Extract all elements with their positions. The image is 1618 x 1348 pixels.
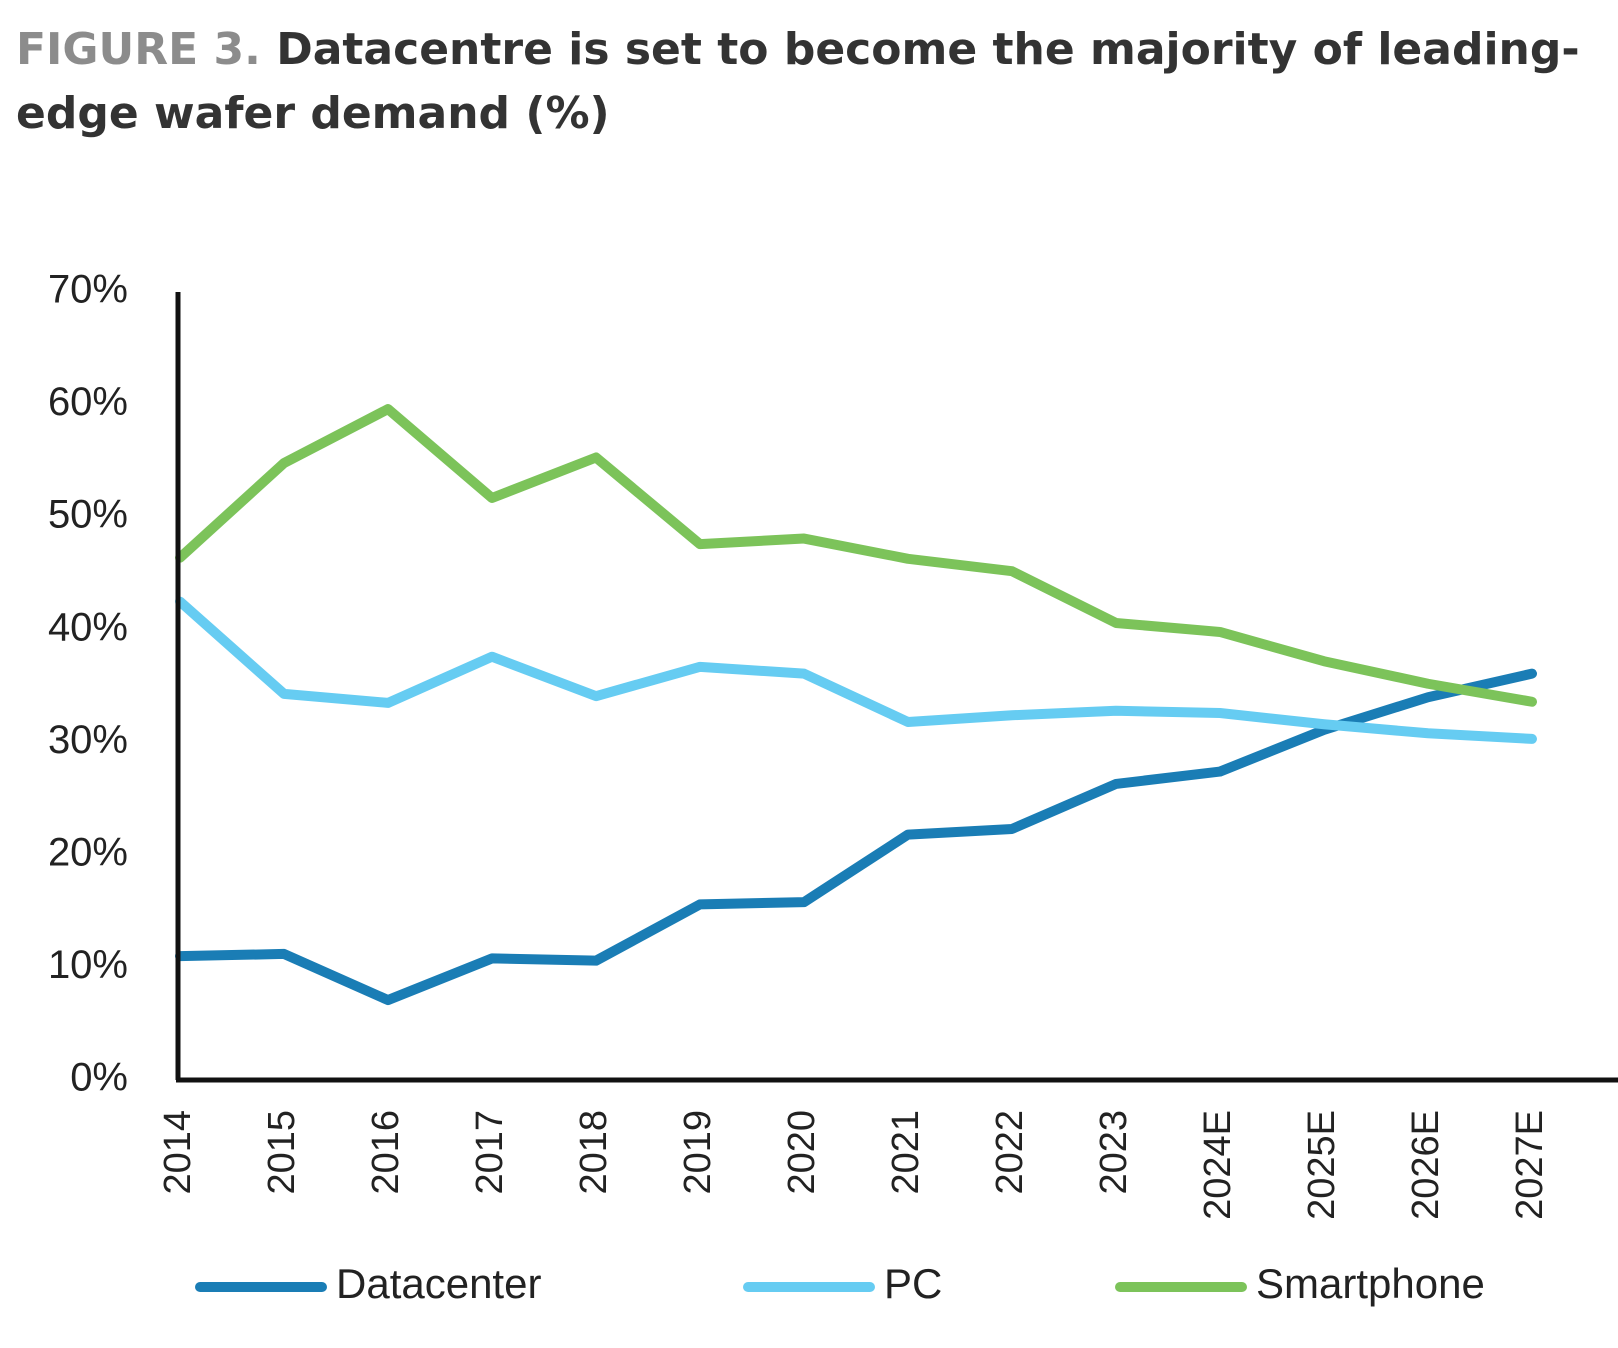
x-tick-label: 2022 [989,1110,1031,1195]
series-line-smartphone [175,404,1537,707]
y-tick-label: 60% [48,380,128,424]
y-tick-label: 0% [70,1056,128,1100]
y-tick-label: 10% [48,943,128,987]
y-tick-label: 50% [48,493,128,537]
figure-prefix: FIGURE 3. [16,24,261,75]
legend-label-pc: PC [884,1260,942,1307]
y-tick-label: 30% [48,718,128,762]
y-tick-labels: 0% 10% 20% 30% 40% 50% 60% 70% [48,268,128,1100]
x-tick-label: 2019 [677,1110,719,1195]
x-tick-label: 2015 [261,1110,303,1195]
legend: Datacenter PC Smartphone [195,1260,1485,1307]
x-tick-label: 2016 [365,1110,407,1195]
x-tick-label: 2025E [1301,1110,1343,1220]
x-tick-label: 2027E [1509,1110,1551,1220]
y-tick-label: 70% [48,268,128,312]
series-line-pc [175,596,1537,744]
figure-title: FIGURE 3. Datacentre is set to become th… [16,18,1606,146]
legend-label-smartphone: Smartphone [1256,1260,1485,1307]
x-tick-label: 2023 [1093,1110,1135,1195]
x-tick-labels: 2014 2015 2016 2017 2018 2019 2020 2021 2022 2023… [157,1110,1551,1220]
x-tick-label: 2021 [885,1110,927,1195]
x-tick-label: 2014 [157,1110,199,1195]
x-tick-label: 2018 [573,1110,615,1195]
series-line-datacenter [175,668,1537,1006]
x-tick-label: 2017 [469,1110,511,1195]
x-tick-label: 2020 [781,1110,823,1195]
y-tick-label: 20% [48,830,128,874]
x-tick-label: 2026E [1405,1110,1447,1220]
axes-layer [175,292,1618,1083]
y-tick-label: 40% [48,605,128,649]
figure-title-text: Datacentre is set to become the majority… [16,24,1580,139]
x-tick-label: 2024E [1197,1110,1239,1220]
legend-label-datacenter: Datacenter [336,1260,541,1307]
series-layer [175,404,1537,1006]
